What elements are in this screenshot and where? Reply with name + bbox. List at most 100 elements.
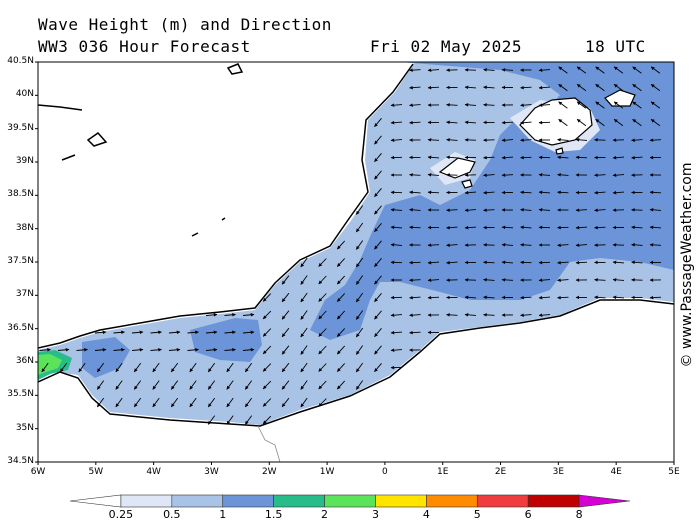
wave-arrow <box>205 330 218 335</box>
wave-arrow <box>575 155 588 160</box>
latitude-label: 40.5N <box>7 56 34 66</box>
wave-arrow <box>355 222 364 233</box>
wave-arrow <box>318 328 327 337</box>
longitude-label: 6W <box>30 467 46 477</box>
wave-arrow <box>538 173 551 177</box>
wave-arrow <box>520 85 532 90</box>
wave-arrow <box>152 362 160 373</box>
wave-arrow <box>113 330 125 335</box>
wave-arrow <box>557 173 569 177</box>
wave-arrow <box>464 190 477 195</box>
wave-arrow <box>501 278 514 282</box>
wave-arrow <box>483 173 495 177</box>
wave-arrow <box>649 225 662 230</box>
wave-arrow <box>464 295 477 300</box>
wave-arrow <box>390 243 403 247</box>
wave-arrow <box>336 240 346 250</box>
wave-arrow <box>612 278 625 282</box>
wave-arrow <box>631 155 643 160</box>
wave-arrow <box>464 313 477 317</box>
longitude-label: 0 <box>382 467 388 477</box>
wave-arrow <box>631 243 643 247</box>
wave-arrow <box>390 138 403 142</box>
wave-arrow <box>501 138 514 142</box>
border-line <box>257 425 281 462</box>
wave-arrow <box>226 397 234 408</box>
wave-arrow <box>558 66 568 74</box>
wave-arrow <box>300 310 308 320</box>
wave-arrow <box>612 260 625 265</box>
wave-arrow <box>131 348 144 352</box>
wave-arrow <box>557 260 569 265</box>
wave-arrow <box>115 362 123 373</box>
chart-title: Wave Height (m) and Direction <box>38 15 332 34</box>
wave-arrow <box>189 397 197 408</box>
wave-arrow <box>427 278 440 282</box>
wave-arrow <box>538 68 551 72</box>
wave-arrow <box>374 223 382 232</box>
wave-arrow <box>300 327 308 338</box>
wave-arrow <box>575 260 588 265</box>
wave-arrow <box>538 85 551 90</box>
wave-arrow <box>318 398 327 407</box>
wave-arrow <box>613 66 624 74</box>
wave-arrow <box>205 313 218 317</box>
wave-arrow <box>595 66 605 74</box>
wave-arrow <box>427 243 440 247</box>
wave-arrow <box>576 66 587 74</box>
wave-arrow <box>281 380 290 390</box>
wave-arrow <box>374 135 382 145</box>
wave-arrow <box>355 310 364 320</box>
wave-arrow <box>409 313 421 317</box>
wave-arrow <box>96 397 105 408</box>
wave-arrow <box>483 295 495 300</box>
wave-arrow <box>520 313 532 317</box>
wave-arrow <box>133 362 142 373</box>
lake-fragment <box>86 132 108 147</box>
wave-arrow <box>59 362 68 373</box>
wave-arrow <box>483 208 495 212</box>
wave-arrow <box>594 225 606 230</box>
lake-fragment <box>221 217 226 221</box>
wave-arrow <box>244 380 253 390</box>
latitude-label: 35N <box>15 422 34 433</box>
wave-arrow <box>57 348 70 352</box>
wave-arrow <box>131 330 144 335</box>
longitude-label: 3E <box>552 467 565 477</box>
wave-arrow <box>262 328 272 337</box>
wave-arrow <box>520 225 532 230</box>
wave-arrow <box>483 68 495 72</box>
longitude-label: 3W <box>204 467 219 477</box>
wave-arrow <box>501 155 514 160</box>
legend-label: 8 <box>575 508 583 521</box>
wave-arrow <box>446 313 458 317</box>
wave-arrow <box>558 83 568 92</box>
legend-label: 1 <box>219 508 227 521</box>
wave-arrow <box>207 415 216 425</box>
wave-arrow <box>409 85 421 90</box>
wave-arrow <box>355 362 364 373</box>
wave-arrow <box>631 260 643 265</box>
wave-arrow <box>374 205 382 215</box>
longitude-label: 5W <box>88 467 104 477</box>
wave-arrow <box>318 345 327 355</box>
wave-arrow <box>300 380 308 390</box>
wave-arrow <box>189 362 197 373</box>
wave-arrow <box>427 138 440 142</box>
island-ibiza <box>438 157 476 179</box>
wave-arrow <box>336 328 346 337</box>
legend-swatch <box>120 494 173 508</box>
wave-arrow <box>558 101 568 109</box>
wave-arrow <box>501 120 514 125</box>
wave-arrow <box>409 330 421 335</box>
wave-arrow <box>613 118 624 127</box>
lake-fragment <box>191 232 199 237</box>
wave-arrow <box>464 208 477 212</box>
wave-arrow <box>224 348 236 352</box>
wave-arrow <box>464 85 477 90</box>
latitude-label: 34.5N <box>7 456 34 466</box>
latitude-label: 38.5N <box>7 189 34 200</box>
wave-arrow <box>187 330 199 335</box>
wave-arrow <box>300 397 308 408</box>
legend-label: 6 <box>524 508 532 521</box>
